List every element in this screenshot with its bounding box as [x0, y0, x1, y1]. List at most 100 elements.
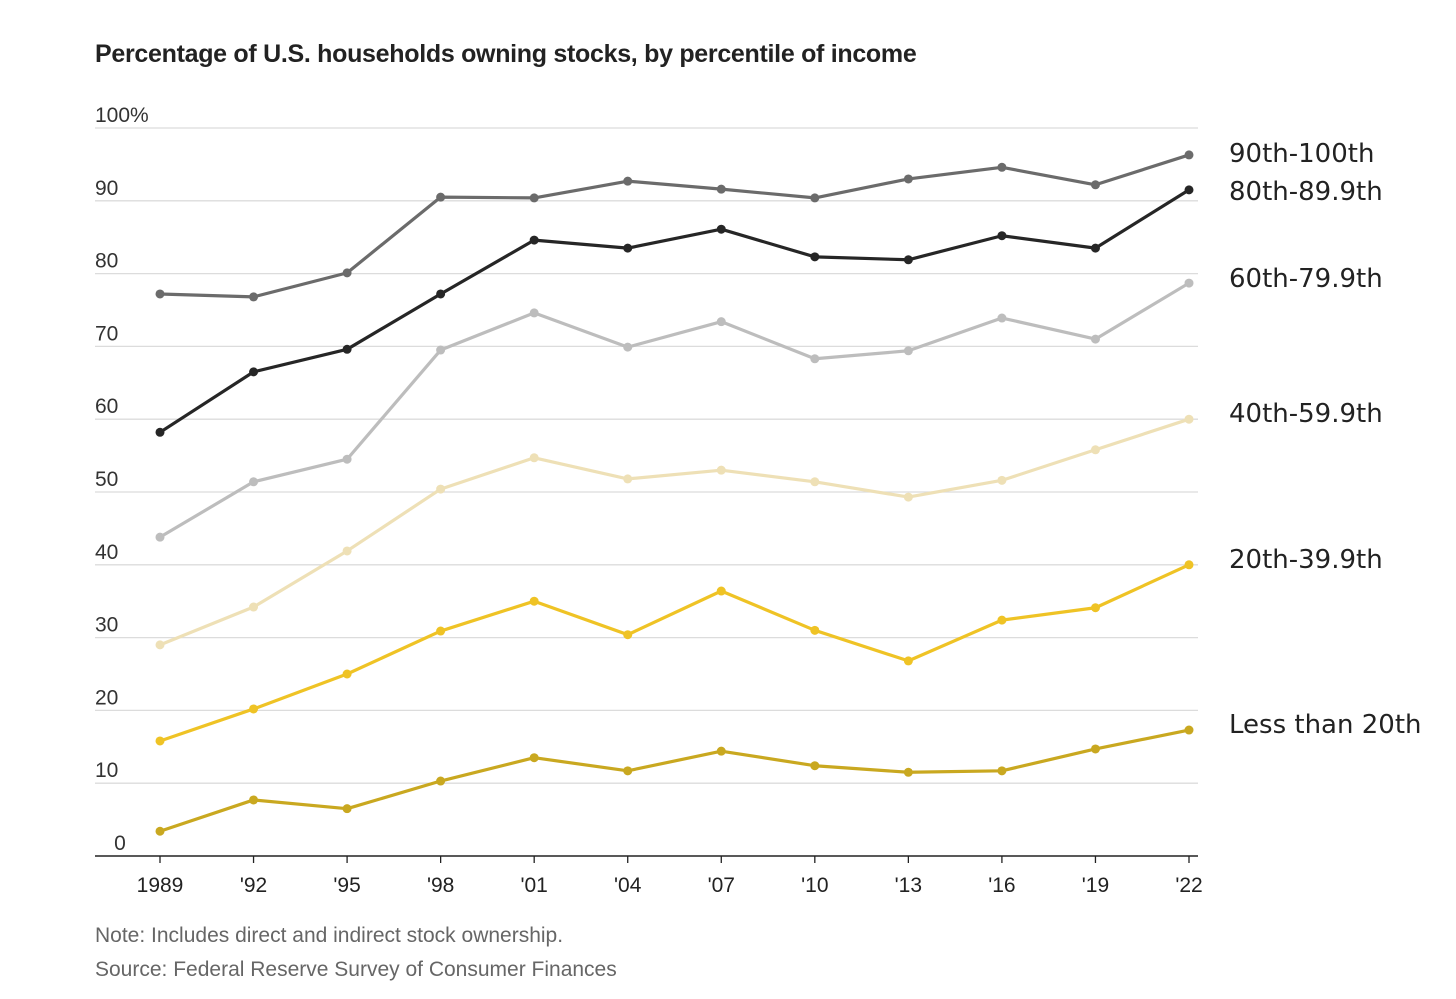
data-point	[903, 255, 913, 265]
y-tick-label: 80	[95, 250, 118, 273]
series-label: 60th-79.9th	[1229, 264, 1383, 294]
data-point	[810, 761, 820, 771]
data-point	[342, 804, 352, 814]
x-tick-label: '07	[708, 874, 735, 897]
data-point	[716, 184, 726, 194]
data-point	[810, 252, 820, 262]
data-point	[155, 532, 165, 542]
data-point	[810, 477, 820, 487]
x-tick-label: '01	[520, 874, 547, 897]
series-line-3	[159, 417, 1190, 647]
data-point	[1184, 560, 1194, 570]
x-tick-label: '95	[333, 874, 360, 897]
data-point	[1090, 744, 1100, 754]
y-tick-label: 50	[95, 468, 118, 491]
data-point	[623, 766, 633, 776]
data-point	[249, 292, 259, 302]
chart-title: Percentage of U.S. households owning sto…	[95, 40, 917, 68]
series-line-2	[159, 281, 1190, 539]
data-point	[623, 630, 633, 640]
series-label: 80th-89.9th	[1229, 177, 1383, 207]
y-tick-label: 20	[95, 686, 118, 709]
data-point	[716, 317, 726, 327]
data-point	[623, 342, 633, 352]
x-tick-label: '13	[895, 874, 922, 897]
series-line-1	[159, 188, 1190, 434]
data-point	[1184, 414, 1194, 424]
y-tick-label: 90	[95, 177, 118, 200]
series-label: Less than 20th	[1229, 710, 1422, 740]
data-point	[810, 625, 820, 635]
data-point	[342, 268, 352, 278]
data-point	[249, 477, 259, 487]
data-point	[903, 346, 913, 356]
data-point	[997, 162, 1007, 172]
data-point	[623, 474, 633, 484]
data-point	[529, 596, 539, 606]
data-point	[249, 367, 259, 377]
data-point	[716, 465, 726, 475]
y-tick-label: 70	[95, 322, 118, 345]
data-point	[342, 454, 352, 464]
data-point	[342, 344, 352, 354]
series-line-4	[159, 563, 1190, 743]
chart-note: Note: Includes direct and indirect stock…	[95, 924, 564, 947]
data-point	[342, 669, 352, 679]
data-point	[436, 192, 446, 202]
data-point	[436, 776, 446, 786]
data-point	[529, 453, 539, 463]
data-point	[1090, 334, 1100, 344]
data-point	[997, 313, 1007, 323]
x-tick-label: '16	[988, 874, 1015, 897]
data-point	[903, 656, 913, 666]
x-tick-label: '19	[1082, 874, 1109, 897]
data-point	[155, 427, 165, 437]
series-label: 90th-100th	[1229, 139, 1374, 169]
data-point	[529, 193, 539, 203]
data-point	[623, 243, 633, 253]
x-tick-label: '92	[240, 874, 267, 897]
data-point	[249, 602, 259, 612]
data-point	[342, 546, 352, 556]
x-tick-label: '10	[801, 874, 828, 897]
data-point	[249, 704, 259, 714]
data-point	[529, 308, 539, 318]
data-point	[903, 492, 913, 502]
data-point	[716, 224, 726, 234]
series-line-0	[159, 153, 1190, 299]
x-tick-label: '04	[614, 874, 642, 897]
data-point	[436, 484, 446, 494]
data-point	[1090, 445, 1100, 455]
x-tick-label: '98	[427, 874, 454, 897]
y-tick-label: 100%	[95, 104, 149, 127]
y-tick-label: 40	[95, 541, 118, 564]
data-point	[810, 193, 820, 203]
data-point	[997, 231, 1007, 241]
chart-source: Source: Federal Reserve Survey of Consum…	[95, 958, 617, 981]
data-point	[623, 176, 633, 186]
data-point	[155, 736, 165, 746]
data-point	[436, 289, 446, 299]
data-point	[1184, 725, 1194, 735]
data-point	[716, 586, 726, 596]
data-point	[997, 615, 1007, 625]
data-point	[1184, 278, 1194, 288]
series-label: 20th-39.9th	[1229, 545, 1383, 575]
y-tick-label: 0	[114, 832, 126, 855]
data-point	[249, 795, 259, 805]
y-tick-label: 60	[95, 395, 118, 418]
series-label: 40th-59.9th	[1229, 399, 1383, 429]
data-point	[716, 746, 726, 756]
data-point	[1184, 150, 1194, 160]
data-point	[810, 354, 820, 364]
data-point	[155, 289, 165, 299]
data-point	[436, 345, 446, 355]
data-point	[1090, 243, 1100, 253]
data-point	[155, 640, 165, 650]
x-tick-label: '22	[1175, 874, 1202, 897]
data-point	[436, 626, 446, 636]
data-point	[997, 475, 1007, 485]
data-point	[1184, 185, 1194, 195]
data-point	[903, 767, 913, 777]
